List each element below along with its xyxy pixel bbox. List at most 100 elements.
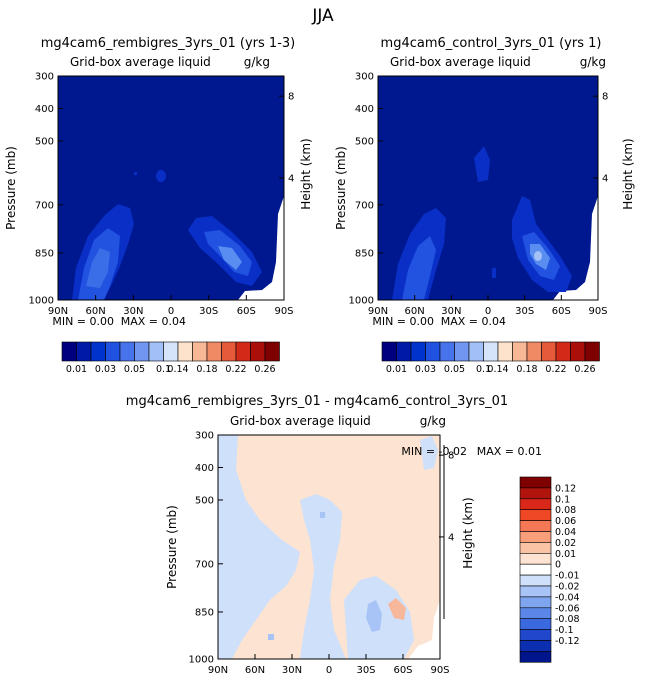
x-tick-label: 60S [237, 306, 256, 317]
colorbar-swatch [519, 476, 552, 489]
stat-min: MIN = -0.02 [401, 445, 467, 458]
y2-axis-label: Height (km) [621, 138, 635, 209]
colorbar-label: -0.04 [555, 592, 580, 603]
panel-left: mg4cam6_rembigres_3yrs_01 (yrs 1-3) Grid… [41, 36, 295, 301]
stat-min: MIN = 0.00 [52, 315, 114, 328]
panel-right-field [378, 76, 598, 300]
colorbars: 0.01 0.03 0.05 0.10.14 0.18 0.22 0.26 0.01 0.03 0… [61, 341, 600, 663]
panel-diff-title: mg4cam6_rembigres_3yrs_01 - mg4cam6_cont… [126, 394, 508, 409]
colorbar-label: 0.02 [555, 538, 576, 549]
colorbar-label: 0.1 [555, 494, 570, 505]
y-tick-label: 700 [195, 559, 214, 570]
terrain-mask [238, 196, 284, 300]
colorbar-label: -0.08 [555, 614, 580, 625]
panel-left-units: g/kg [244, 55, 270, 69]
panel-axes-left: 90N 60N 30N 0 30S 60S 90S 300 400 500 700 850 1000 8 4… [4, 72, 313, 329]
colorbar-swatch [519, 651, 552, 663]
contour-speck [320, 512, 325, 518]
colorbar-swatch [134, 341, 150, 362]
y-axis-label: Pressure (mb) [334, 146, 348, 230]
colorbar-label: 0.18 [516, 364, 537, 375]
colorbar-swatch [519, 542, 552, 554]
terrain-mask [408, 600, 440, 659]
panel-left-title: mg4cam6_rembigres_3yrs_01 (yrs 1-3) [41, 36, 295, 51]
colorbar-swatch [584, 341, 600, 362]
y-tick-label: 300 [35, 72, 54, 83]
colorbar-label: 0.26 [254, 364, 275, 375]
y-tick-label: 850 [35, 248, 54, 259]
contour-level-4 [534, 251, 542, 261]
contour-speck [492, 268, 496, 278]
colorbar-label: 0.01 [66, 364, 87, 375]
colorbar-horizontal: 0.01 0.03 0.05 0.10.14 0.18 0.22 0.26 [61, 341, 280, 375]
x-tick-label: 60S [552, 306, 571, 317]
x-tick-label: 90N [208, 665, 228, 676]
colorbar-swatch [519, 618, 552, 630]
contour-negative [236, 518, 258, 540]
y-tick-label: 400 [355, 104, 374, 115]
x-tick-label: 90S [274, 306, 293, 317]
colorbar-swatch [105, 341, 121, 362]
colorbar-swatch [381, 341, 397, 362]
y2-tick-label: 4 [448, 532, 454, 543]
colorbar-label: 0.01 [386, 364, 407, 375]
colorbar-swatch [148, 341, 164, 362]
colorbar-swatch [410, 341, 426, 362]
y-tick-label: 700 [355, 200, 374, 211]
contour-speck [268, 634, 274, 640]
panel-left-field [58, 76, 284, 300]
panel-diff-field [218, 435, 440, 659]
contour-negative [218, 435, 300, 659]
panel-right-title: mg4cam6_control_3yrs_01 (yrs 1) [381, 36, 602, 51]
colorbar-swatch [119, 341, 135, 362]
x-tick-label: 0 [168, 306, 174, 317]
colorbar-vertical: 0.120.10.080.060.040.020.010-0.01-0.02-0… [519, 476, 580, 663]
colorbar-swatch [76, 341, 92, 362]
colorbar-label: -0.1 [555, 625, 574, 636]
y-tick-label: 1000 [349, 296, 374, 307]
panel-axes-right: 90N 60N 30N 0 30S 60S 90S 300 400 500 700 850 1000 8 4… [334, 72, 635, 329]
x-tick-label: 30N [282, 665, 302, 676]
colorbar-swatch [90, 341, 106, 362]
panel-diff: mg4cam6_rembigres_3yrs_01 - mg4cam6_cont… [126, 394, 508, 660]
y-axis-label: Pressure (mb) [165, 505, 179, 589]
x-tick-label: 30S [356, 665, 375, 676]
x-tick-label: 60N [245, 665, 265, 676]
colorbar-swatch [250, 341, 266, 362]
colorbar-swatch [541, 341, 557, 362]
colorbar-swatch [206, 341, 222, 362]
colorbar-swatch [235, 341, 251, 362]
colorbar-label: 0.22 [225, 364, 246, 375]
colorbar-swatch [221, 341, 237, 362]
colorbar-label: -0.01 [555, 571, 580, 582]
colorbar-label: -0.02 [555, 582, 580, 593]
colorbar-swatch [570, 341, 586, 362]
y-tick-label: 850 [355, 248, 374, 259]
colorbar-swatch [519, 552, 552, 565]
x-tick-label: 30S [515, 306, 534, 317]
colorbar-label: 0.03 [95, 364, 116, 375]
colorbar-swatch [519, 607, 552, 619]
x-tick-label: 30N [123, 306, 143, 317]
y-tick-label: 400 [195, 463, 214, 474]
y-tick-label: 850 [195, 607, 214, 618]
x-tick-label: 90S [430, 665, 449, 676]
colorbar-swatch [512, 341, 528, 362]
axes-layer: 90N 60N 30N 0 30S 60S 90S300400500700850100084… [4, 72, 635, 677]
colorbar-label: 0.12 [555, 483, 576, 494]
y-tick-label: 500 [195, 495, 214, 506]
colorbar-horizontal: 0.01 0.03 0.05 0.10.14 0.18 0.22 0.26 [381, 341, 600, 375]
colorbar-swatch [264, 341, 280, 362]
colorbar-swatch [519, 585, 552, 598]
stat-max: MAX = 0.01 [477, 445, 542, 458]
colorbar-swatch [519, 629, 552, 641]
colorbar-label: 0.14 [487, 364, 508, 375]
colorbar-label: 0.03 [415, 364, 436, 375]
colorbar-label: 0.26 [574, 364, 595, 375]
terrain-mask [553, 196, 598, 300]
contour-level-3 [218, 246, 242, 270]
y-axis-label: Pressure (mb) [4, 146, 18, 230]
y2-axis-label: Height (km) [299, 138, 313, 209]
contour-level-2 [402, 236, 436, 300]
